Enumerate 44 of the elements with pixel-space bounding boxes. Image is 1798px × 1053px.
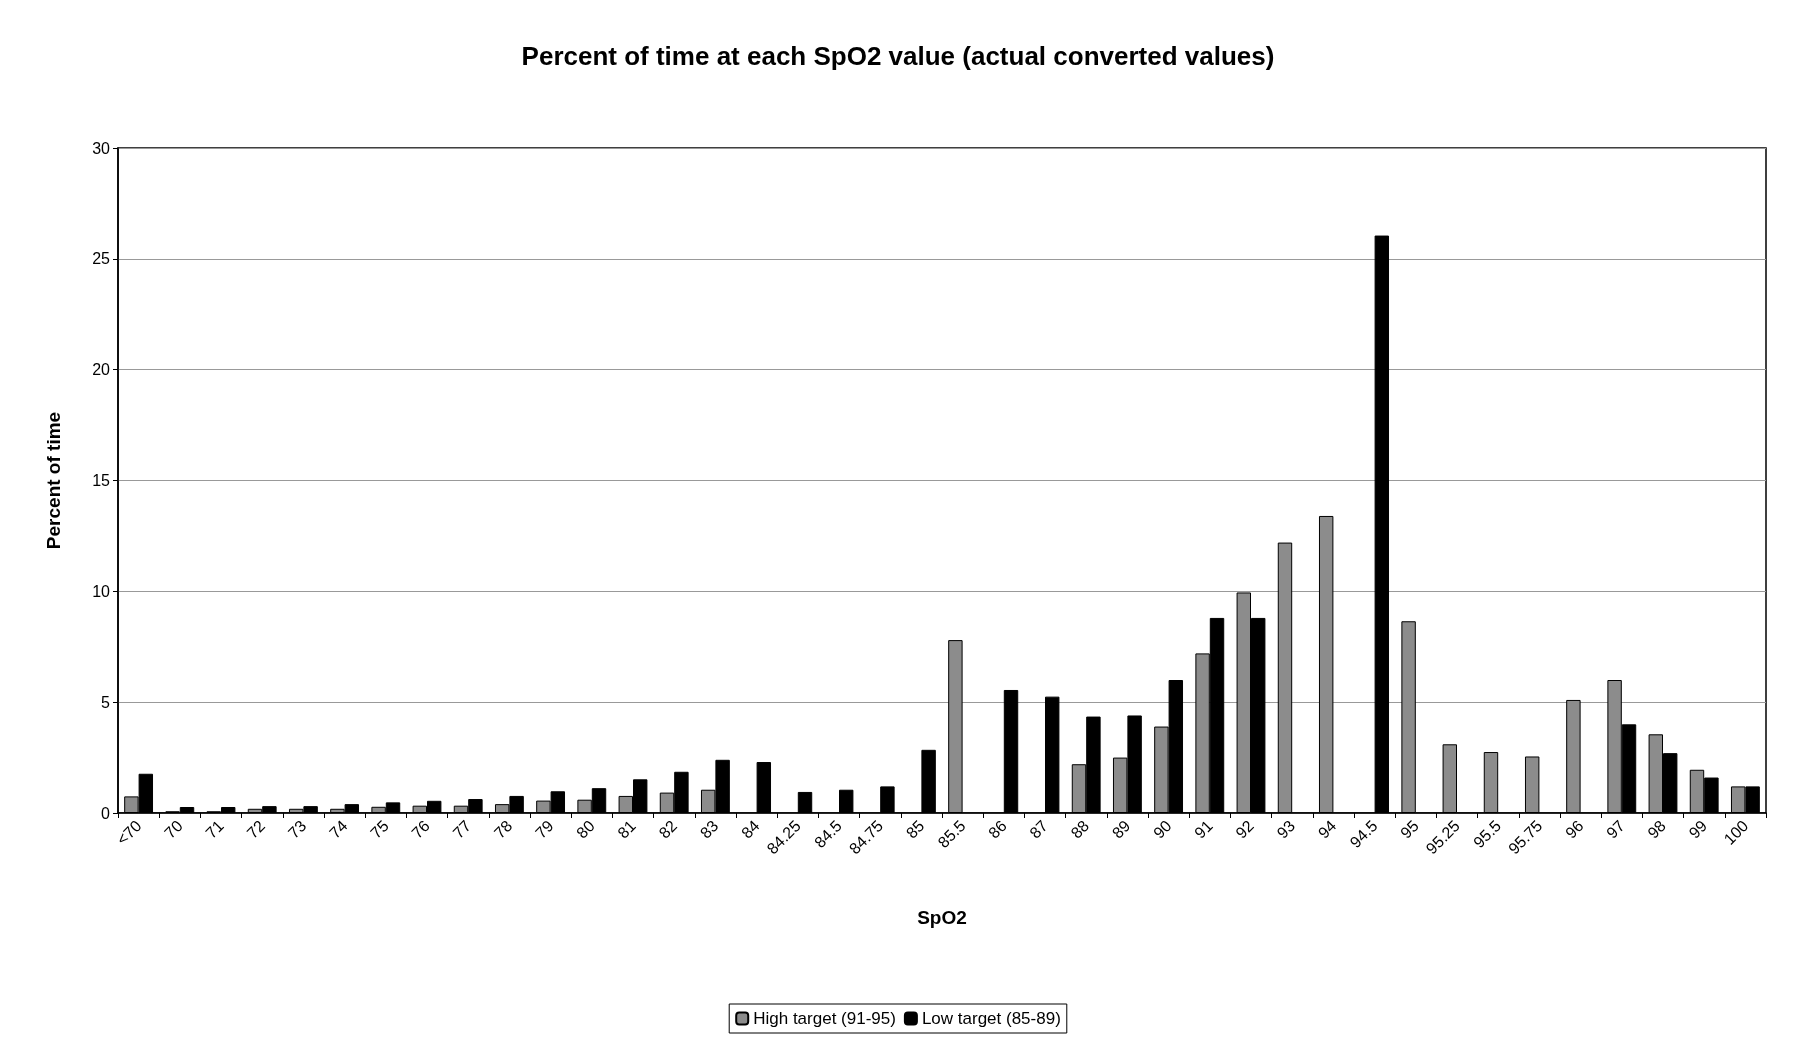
x-tick-label: 80 [573, 816, 598, 842]
x-tick-label: 82 [655, 816, 681, 842]
x-tick-label: 87 [1026, 816, 1052, 842]
x-tick-label: 97 [1603, 816, 1628, 842]
x-tick-label: 89 [1108, 816, 1134, 842]
x-tick-label: <70 [113, 816, 145, 849]
y-tick-label: 30 [92, 139, 111, 157]
x-tick-label: 92 [1232, 816, 1258, 842]
x-tick-label: 93 [1273, 816, 1299, 842]
legend-label: Low target (85-89) [921, 1009, 1061, 1028]
y-tick-label: 20 [92, 361, 111, 379]
x-tick-label: 98 [1644, 816, 1670, 842]
x-axis-title: SpO2 [917, 907, 967, 928]
x-tick-label: 76 [408, 816, 434, 842]
x-tick-label: 77 [449, 816, 475, 842]
x-tick-label: 99 [1685, 816, 1711, 842]
x-tick-label: 94 [1314, 816, 1340, 842]
y-tick-label: 25 [92, 250, 111, 268]
x-tick-label: 88 [1067, 816, 1093, 842]
x-tick-label: 70 [161, 816, 186, 842]
x-tick-label: 83 [696, 816, 722, 842]
x-tick-label: 75 [367, 816, 392, 842]
x-tick-label: 71 [202, 816, 228, 842]
y-tick-label: 5 [101, 693, 111, 711]
x-tick-label: 90 [1150, 816, 1175, 842]
x-tick-label: 86 [985, 816, 1010, 842]
x-tick-label: 91 [1191, 816, 1216, 842]
x-tick-label: 74 [326, 816, 351, 842]
y-tick-label: 10 [92, 582, 111, 600]
x-tick-label: 79 [532, 816, 557, 842]
x-tick-label: 73 [284, 816, 310, 842]
y-axis-title: Percent of time [43, 411, 64, 550]
y-tick-label: 15 [92, 472, 111, 489]
legend-label: High target (91-95) [753, 1009, 896, 1028]
x-tick-label: 100 [1720, 816, 1752, 848]
chart-title: Percent of time at each SpO2 value (actual converted values) [521, 41, 1275, 71]
x-tick-label: 95 [1397, 816, 1422, 842]
x-tick-label: 72 [243, 816, 269, 842]
y-tick-label: 0 [101, 804, 111, 822]
x-tick-label: 81 [614, 816, 640, 842]
x-tick-label: 84 [738, 816, 763, 842]
x-tick-label: 85 [902, 816, 928, 842]
x-tick-label: 96 [1562, 816, 1587, 842]
x-tick-label: 78 [490, 816, 516, 842]
